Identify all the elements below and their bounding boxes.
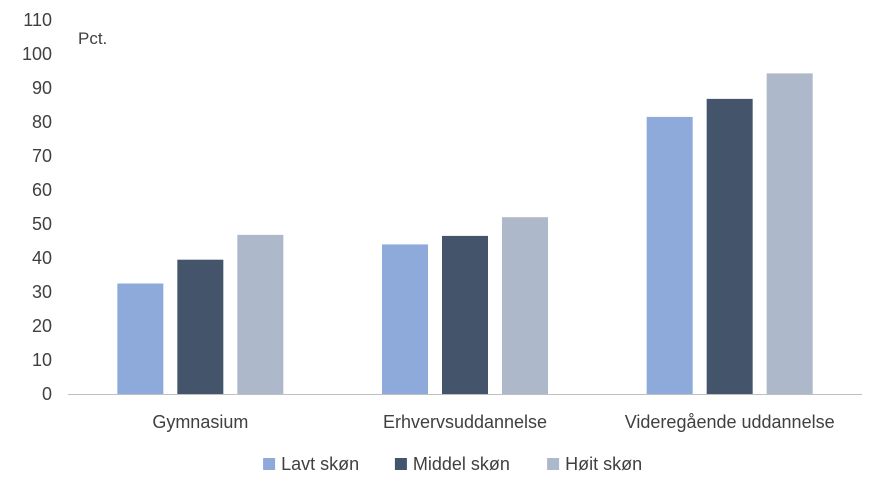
bar [766, 73, 813, 394]
x-axis-categories: Gymnasium Erhvervsuddannelse Videregående … [152, 412, 834, 432]
legend-swatch [394, 458, 407, 470]
bar [442, 235, 488, 394]
bar [502, 217, 548, 394]
bar [117, 283, 164, 394]
bar [382, 244, 428, 394]
y-axis-ticks: 0 10 20 30 40 50 60 70 80 90 100 110 [22, 10, 52, 404]
y-tick-label: 70 [32, 146, 52, 166]
bar [646, 116, 693, 395]
y-tick-label: 60 [32, 180, 52, 200]
x-category-label: Gymnasium [152, 412, 248, 432]
y-tick-label: 100 [22, 44, 52, 64]
bar [237, 234, 284, 394]
bar [706, 98, 753, 394]
legend-swatch [547, 458, 560, 470]
y-tick-label: 30 [32, 282, 52, 302]
x-category-label: Videregående uddannelse [625, 412, 835, 432]
y-tick-label: 90 [32, 78, 52, 98]
x-category-label: Erhvervsuddannelse [383, 412, 547, 432]
bar [177, 259, 224, 394]
legend-label: Lavt skøn [281, 454, 359, 474]
y-tick-label: 10 [32, 350, 52, 370]
bars [117, 73, 813, 395]
legend: Lavt skøn Middel skøn Høit skøn [263, 454, 642, 474]
legend-label: Middel skøn [413, 454, 510, 474]
legend-swatch [263, 458, 276, 470]
y-tick-label: 0 [42, 384, 52, 404]
y-tick-label: 40 [32, 248, 52, 268]
y-tick-label: 50 [32, 214, 52, 234]
legend-label: Høit skøn [565, 454, 642, 474]
unit-label: Pct. [78, 29, 107, 48]
y-tick-label: 20 [32, 316, 52, 336]
y-tick-label: 80 [32, 112, 52, 132]
y-tick-label: 110 [23, 10, 52, 30]
